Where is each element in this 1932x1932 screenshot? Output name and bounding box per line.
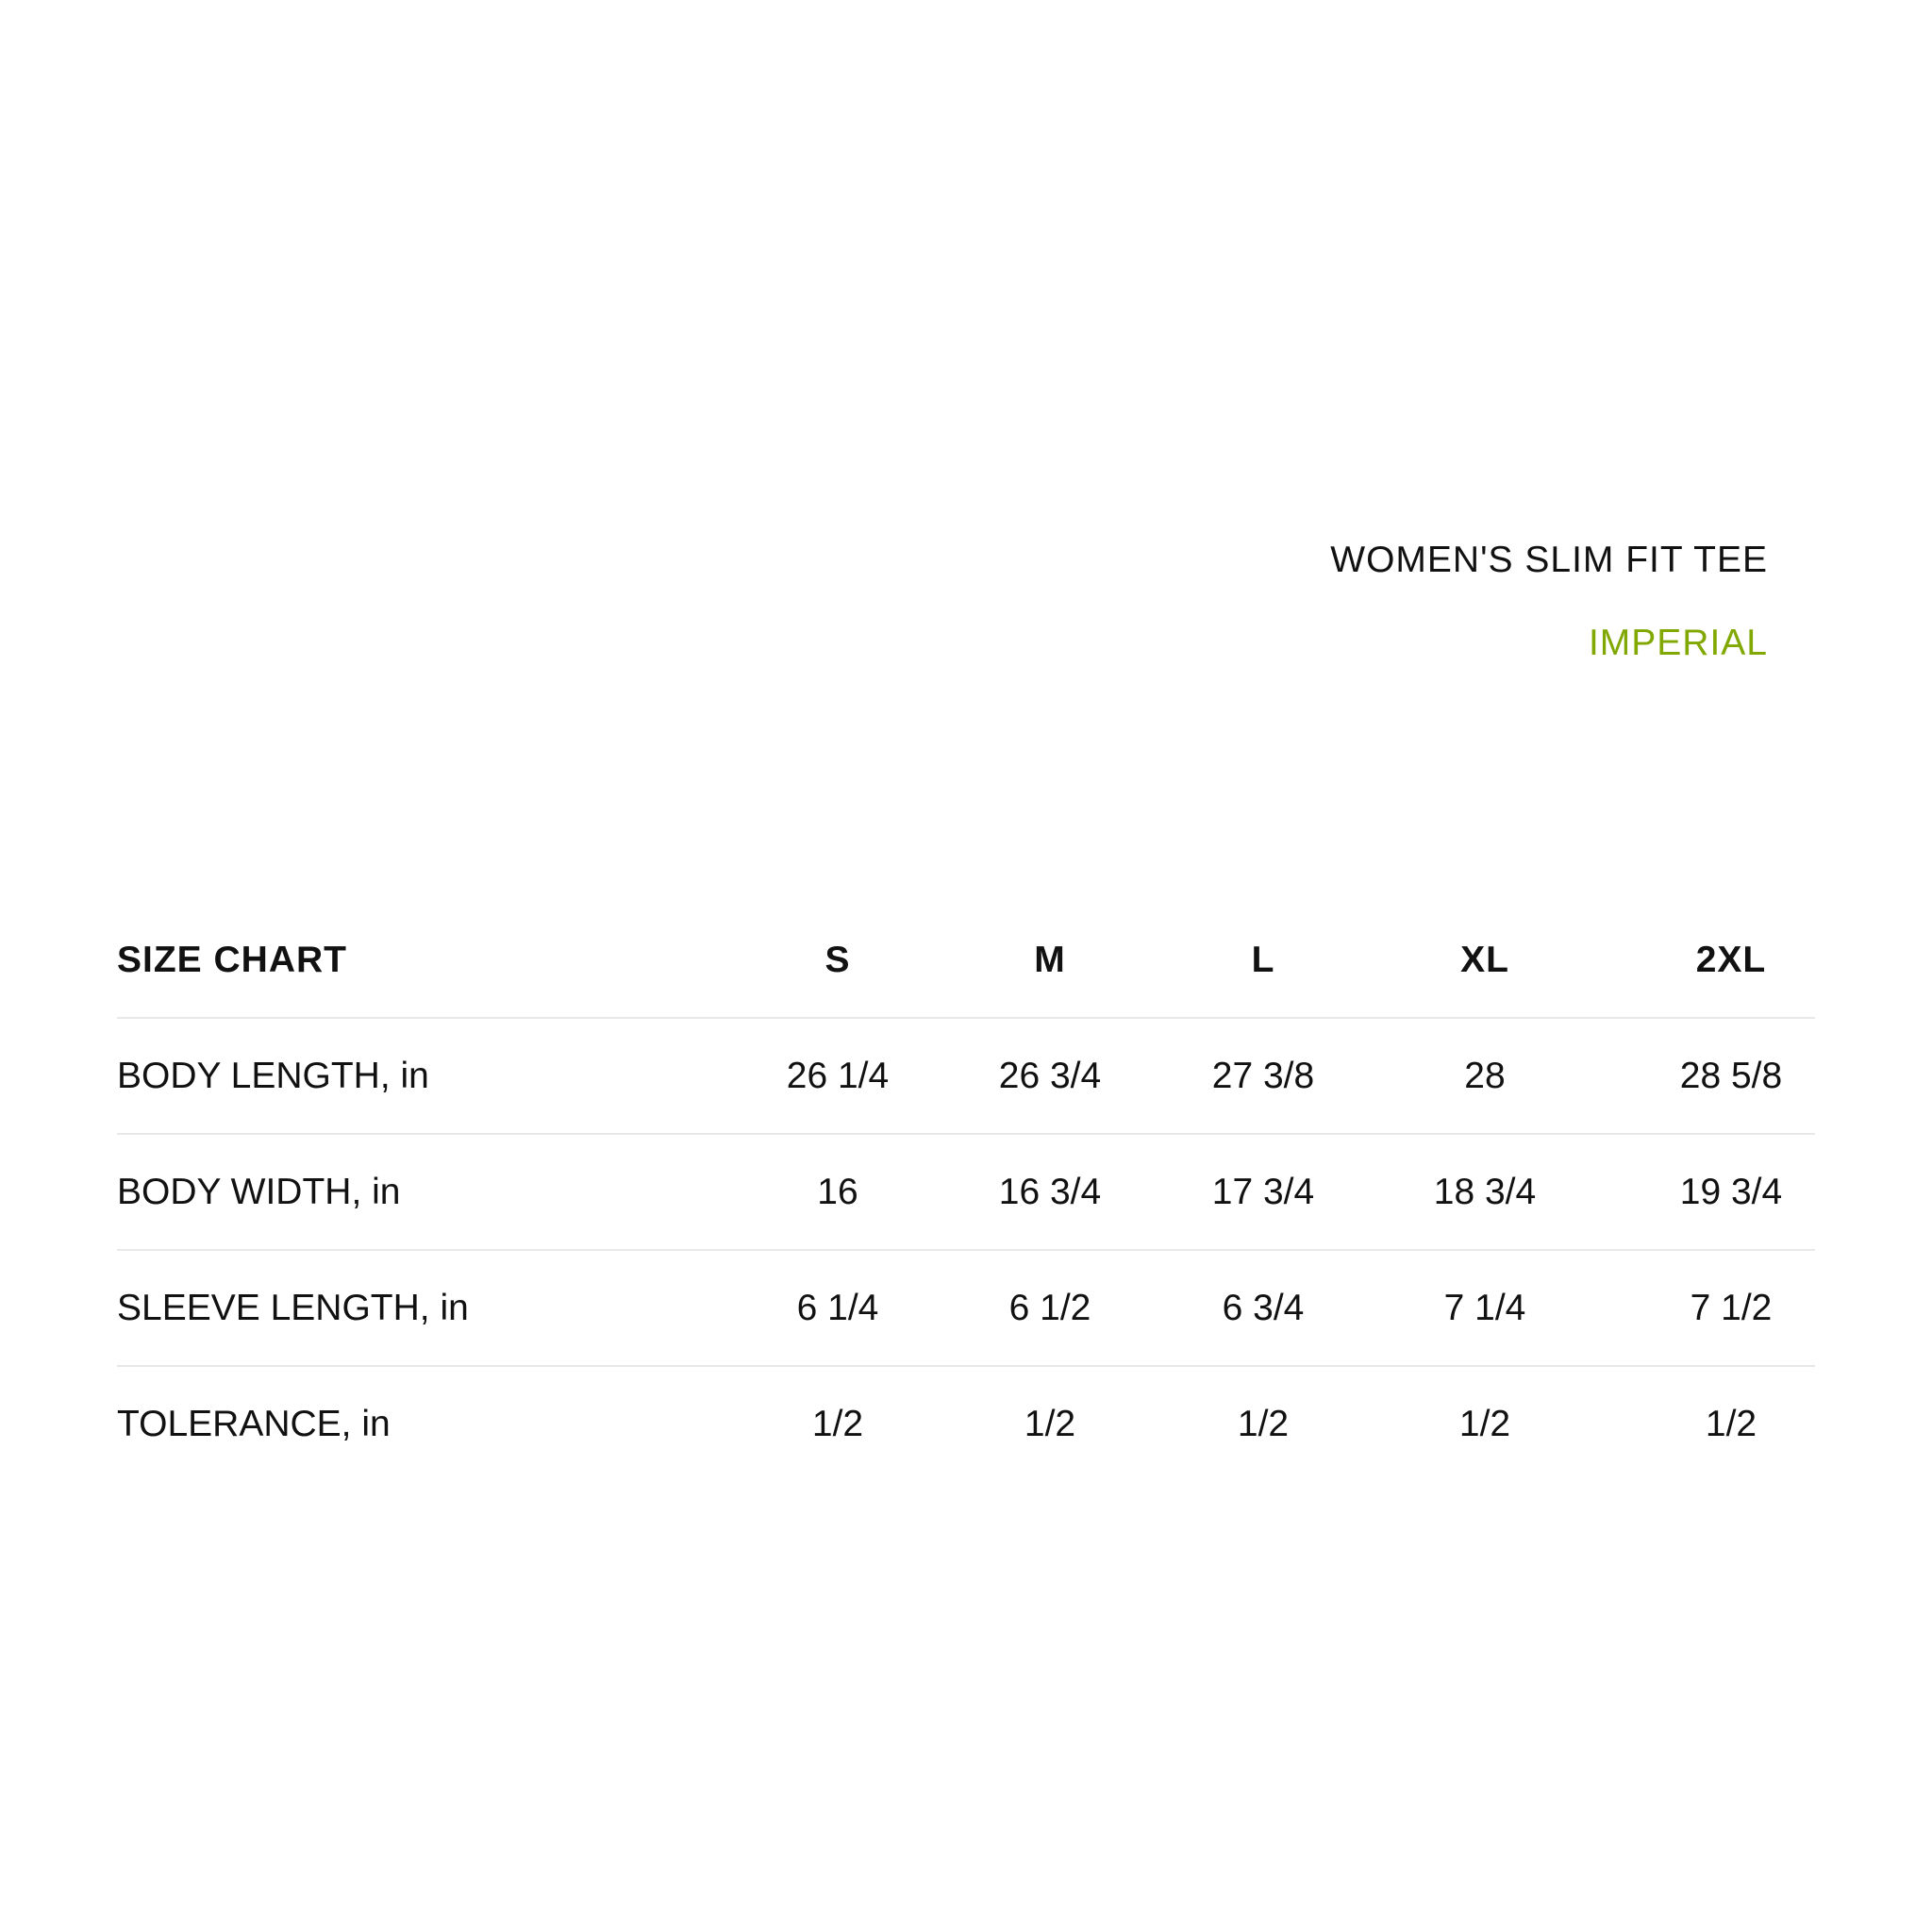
row-label: SLEEVE LENGTH, in: [117, 1287, 469, 1328]
row-label: BODY WIDTH, in: [117, 1171, 401, 1212]
measurement-value: 16: [817, 1171, 858, 1212]
table-row: TOLERANCE, in 1/2 1/2 1/2 1/2 1/2: [117, 1367, 1815, 1481]
measurement-value: 7 1/4: [1443, 1287, 1526, 1328]
measurement-value: 26 3/4: [998, 1055, 1102, 1096]
measurement-value: 26 1/4: [786, 1055, 890, 1096]
measurement-value: 1/2: [1237, 1403, 1290, 1444]
measurement-value: 6 1/4: [796, 1287, 879, 1328]
measurement-value: 27 3/8: [1211, 1055, 1315, 1096]
measurement-value: 28: [1464, 1055, 1506, 1096]
size-chart-table: SIZE CHART S M L XL 2XL BODY LENGTH, in 2…: [117, 934, 1815, 1481]
size-header-2xl: 2XL: [1695, 940, 1767, 980]
table-body: BODY LENGTH, in 26 1/4 26 3/4 27 3/8 28 28 5/…: [117, 1019, 1815, 1481]
table-row: SLEEVE LENGTH, in 6 1/4 6 1/2 6 3/4 7 1/4 7 1…: [117, 1251, 1815, 1367]
measurement-value: 18 3/4: [1433, 1171, 1537, 1212]
measurement-value: 19 3/4: [1679, 1171, 1783, 1212]
size-header-l: L: [1251, 940, 1275, 980]
table-row: BODY LENGTH, in 26 1/4 26 3/4 27 3/8 28 28 5/…: [117, 1019, 1815, 1135]
table-row: BODY WIDTH, in 16 16 3/4 17 3/4 18 3/4 19 3/4: [117, 1135, 1815, 1251]
measurement-value: 16 3/4: [998, 1171, 1102, 1212]
measurement-value: 6 3/4: [1222, 1287, 1305, 1328]
measurement-value: 28 5/8: [1679, 1055, 1783, 1096]
size-header-m: M: [1034, 940, 1066, 980]
product-title: WOMEN'S SLIM FIT TEE: [1330, 540, 1768, 580]
measurement-value: 17 3/4: [1211, 1171, 1315, 1212]
row-label: TOLERANCE, in: [117, 1403, 391, 1444]
row-label: BODY LENGTH, in: [117, 1055, 429, 1096]
measurement-value: 1/2: [1458, 1403, 1511, 1444]
measurement-value: 1/2: [811, 1403, 864, 1444]
measurement-value: 1/2: [1705, 1403, 1757, 1444]
table-header-row: SIZE CHART S M L XL 2XL: [117, 934, 1815, 1019]
table-heading: SIZE CHART: [117, 940, 347, 980]
measurement-value: 1/2: [1024, 1403, 1076, 1444]
size-header-xl: XL: [1460, 940, 1509, 980]
size-header-s: S: [824, 940, 851, 980]
measurement-value: 6 1/2: [1008, 1287, 1091, 1328]
measurement-value: 7 1/2: [1690, 1287, 1773, 1328]
unit-system-label: IMPERIAL: [1588, 623, 1768, 663]
